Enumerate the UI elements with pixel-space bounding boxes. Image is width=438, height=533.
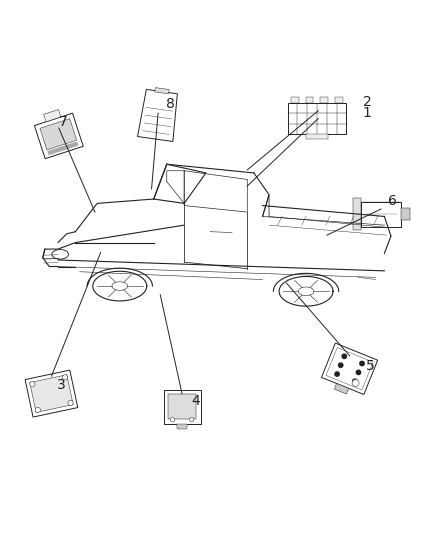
Polygon shape — [44, 109, 61, 122]
Text: 6: 6 — [388, 194, 397, 208]
Circle shape — [35, 407, 40, 413]
Text: 3: 3 — [57, 378, 66, 392]
Text: 4: 4 — [191, 394, 200, 408]
Polygon shape — [138, 90, 177, 141]
FancyBboxPatch shape — [177, 424, 187, 429]
Polygon shape — [321, 343, 378, 394]
Circle shape — [352, 379, 359, 386]
FancyBboxPatch shape — [306, 134, 328, 140]
Polygon shape — [35, 113, 83, 159]
Polygon shape — [334, 383, 349, 394]
FancyBboxPatch shape — [306, 97, 314, 103]
Polygon shape — [47, 141, 78, 155]
Text: 5: 5 — [366, 359, 375, 373]
Circle shape — [30, 382, 35, 387]
FancyBboxPatch shape — [353, 198, 361, 230]
FancyBboxPatch shape — [288, 103, 346, 134]
Circle shape — [68, 400, 73, 406]
Polygon shape — [25, 370, 78, 417]
Text: 7: 7 — [59, 115, 67, 128]
Circle shape — [335, 372, 339, 376]
FancyBboxPatch shape — [320, 97, 328, 103]
Polygon shape — [30, 375, 73, 413]
Text: 8: 8 — [166, 96, 175, 111]
Circle shape — [339, 363, 343, 367]
Circle shape — [189, 417, 194, 422]
FancyBboxPatch shape — [168, 394, 196, 419]
Polygon shape — [326, 348, 373, 390]
Circle shape — [170, 417, 175, 422]
Polygon shape — [40, 119, 77, 150]
Circle shape — [360, 361, 364, 366]
Circle shape — [63, 375, 68, 380]
Polygon shape — [155, 87, 169, 94]
Circle shape — [353, 379, 357, 383]
FancyBboxPatch shape — [335, 97, 343, 103]
FancyBboxPatch shape — [163, 390, 201, 424]
Text: 1: 1 — [363, 106, 371, 120]
FancyBboxPatch shape — [291, 97, 299, 103]
Circle shape — [356, 370, 360, 375]
Circle shape — [342, 354, 346, 359]
Text: 2: 2 — [363, 95, 371, 109]
FancyBboxPatch shape — [401, 208, 410, 220]
FancyBboxPatch shape — [361, 201, 401, 227]
